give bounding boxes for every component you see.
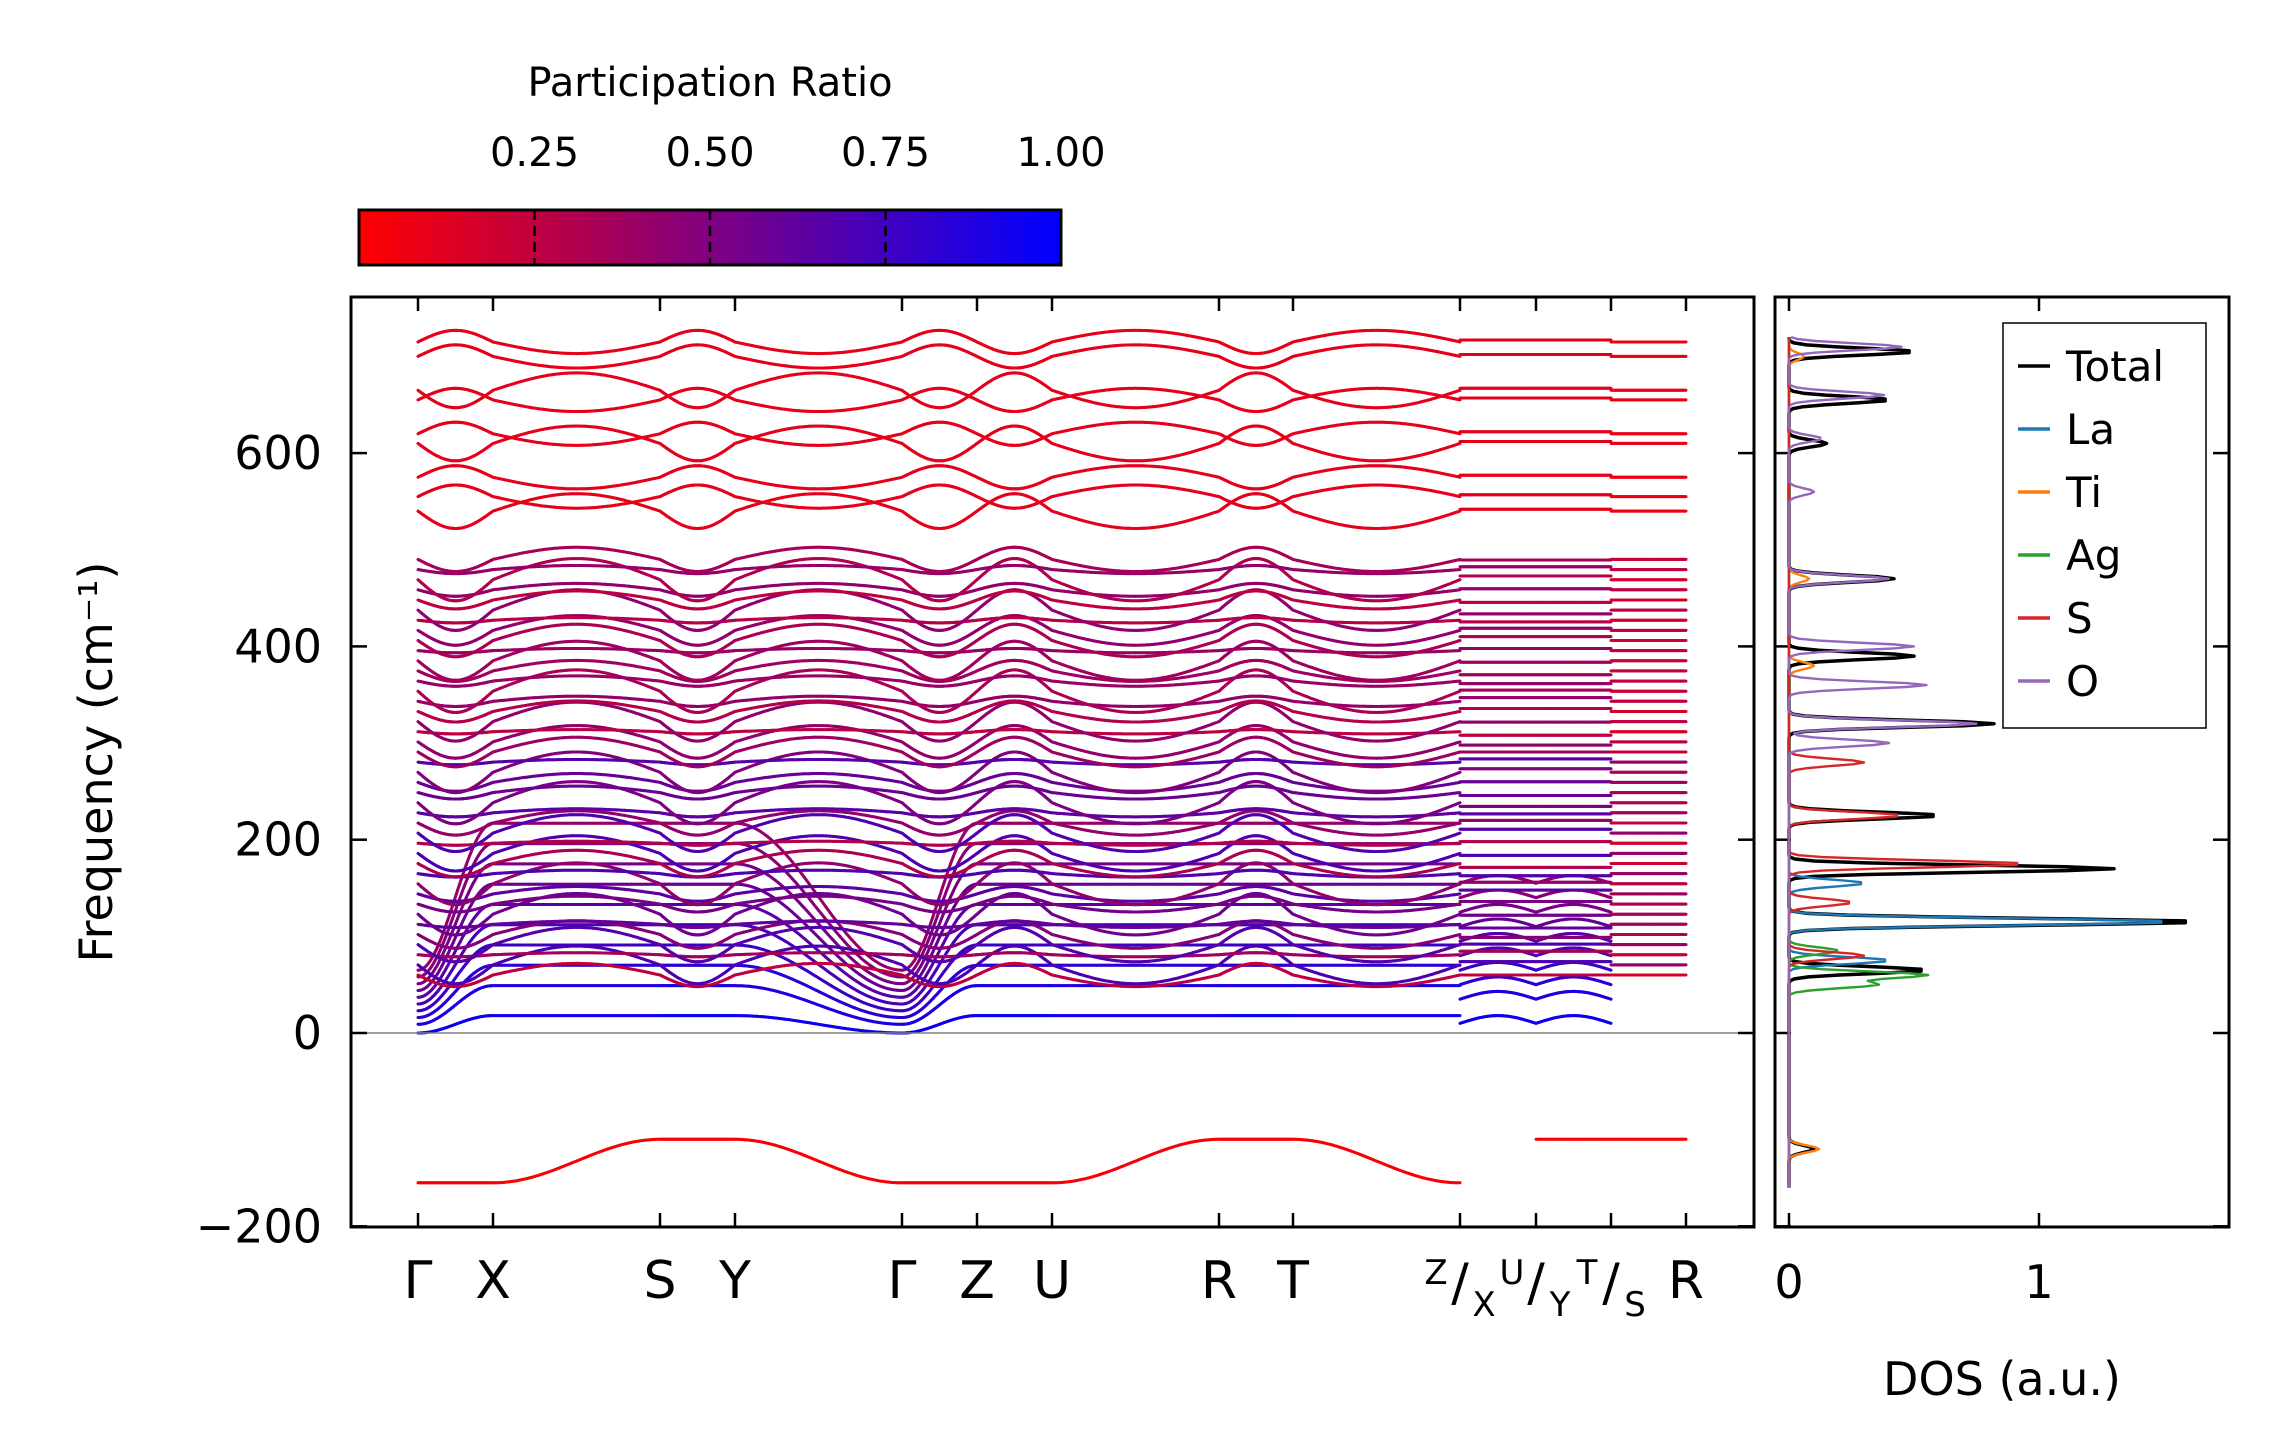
colorbar-title: Participation Ratio — [527, 60, 892, 106]
colorbar-tick-label: 0.75 — [841, 130, 930, 176]
colorbar-tick-label: 0.25 — [490, 130, 579, 176]
colorbar: Participation Ratio 0.25 0.50 0.75 1.00 — [359, 60, 1106, 265]
band-lines — [418, 330, 1686, 1182]
band-structure-figure: Participation Ratio 0.25 0.50 0.75 1.00 −20… — [0, 0, 2271, 1455]
colorbar-tick-label: 0.50 — [665, 130, 754, 176]
colorbar-tick-labels: 0.25 0.50 0.75 1.00 — [490, 130, 1106, 176]
colorbar-tick-label: 1.00 — [1016, 130, 1105, 176]
